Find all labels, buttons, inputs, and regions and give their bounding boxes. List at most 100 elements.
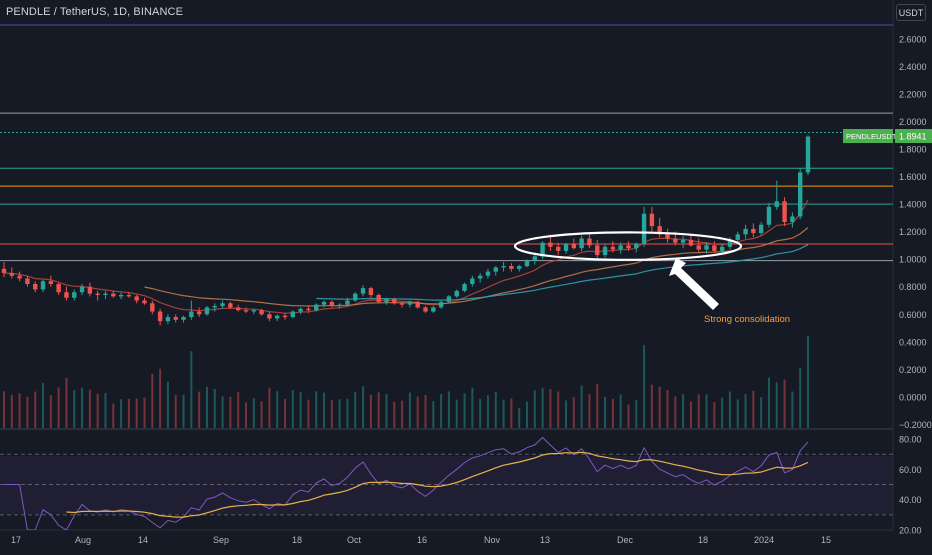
candle[interactable] [423, 306, 428, 313]
candle[interactable] [415, 300, 420, 309]
candle[interactable] [501, 261, 506, 272]
candle[interactable] [493, 266, 498, 276]
candle[interactable] [774, 180, 779, 210]
candle[interactable] [111, 290, 116, 298]
candle[interactable] [259, 308, 264, 316]
candle[interactable] [48, 275, 54, 287]
candle[interactable] [540, 241, 545, 260]
candle[interactable] [56, 282, 61, 296]
candle[interactable] [25, 275, 30, 287]
candle[interactable] [704, 242, 709, 254]
candle[interactable] [454, 289, 459, 298]
candle[interactable] [173, 314, 178, 323]
candle[interactable] [282, 312, 288, 320]
candle[interactable] [782, 197, 787, 227]
candle[interactable] [243, 307, 249, 313]
candle[interactable] [17, 271, 22, 282]
candle[interactable] [602, 244, 608, 258]
candle[interactable] [79, 283, 85, 296]
candle[interactable] [766, 202, 772, 228]
candle[interactable] [485, 268, 491, 279]
candle[interactable] [509, 263, 514, 272]
candle[interactable] [33, 281, 38, 293]
candle[interactable] [743, 224, 748, 239]
candle[interactable] [657, 217, 662, 238]
candle[interactable] [212, 303, 217, 312]
candle[interactable] [72, 289, 77, 301]
candle[interactable] [376, 293, 381, 304]
candle[interactable] [157, 308, 163, 326]
currency-button[interactable]: USDT [896, 4, 926, 21]
candle[interactable] [118, 292, 124, 300]
candle[interactable] [103, 290, 108, 300]
candle[interactable] [712, 241, 717, 253]
symbol-title[interactable]: PENDLE / TetherUS, 1D, BINANCE [6, 6, 184, 18]
candle[interactable] [571, 238, 577, 250]
candle[interactable] [680, 235, 686, 249]
candle[interactable] [64, 286, 69, 301]
candle[interactable] [595, 239, 600, 258]
candle[interactable] [345, 297, 350, 307]
candle[interactable] [368, 286, 374, 298]
candle[interactable] [477, 272, 483, 283]
candle[interactable] [790, 212, 795, 228]
candle[interactable] [337, 303, 342, 309]
candle[interactable] [235, 304, 241, 312]
candle[interactable] [142, 297, 147, 305]
candle[interactable] [314, 303, 319, 312]
candle[interactable] [579, 235, 584, 251]
candle[interactable] [189, 300, 194, 320]
candle[interactable] [665, 228, 670, 243]
candle[interactable] [438, 300, 444, 309]
candle[interactable] [353, 292, 358, 302]
candle[interactable] [87, 282, 93, 297]
candle[interactable] [641, 206, 647, 247]
candle[interactable] [204, 306, 210, 316]
candle[interactable] [220, 300, 225, 309]
candle[interactable] [392, 297, 397, 305]
candle[interactable] [165, 314, 171, 324]
candle[interactable] [805, 135, 811, 176]
candle[interactable] [758, 221, 764, 236]
candle[interactable] [196, 307, 202, 318]
candle[interactable] [462, 282, 467, 293]
candle[interactable] [150, 300, 155, 315]
candle[interactable] [306, 306, 311, 313]
candle[interactable] [470, 275, 475, 287]
candle[interactable] [251, 308, 256, 315]
candle[interactable] [649, 206, 655, 232]
candle[interactable] [181, 315, 186, 323]
candle[interactable] [563, 242, 569, 254]
annotation-arrow[interactable] [669, 258, 719, 310]
consolidation-ellipse[interactable] [513, 231, 743, 261]
candle[interactable] [95, 290, 100, 301]
candle[interactable] [446, 295, 452, 304]
candle[interactable] [556, 242, 561, 256]
candle[interactable] [751, 223, 756, 238]
candle[interactable] [134, 295, 139, 304]
candle[interactable] [360, 285, 366, 297]
candle[interactable] [587, 233, 592, 249]
candle[interactable] [1, 261, 7, 278]
candle[interactable] [267, 311, 272, 322]
candle[interactable] [797, 168, 803, 220]
candle[interactable] [298, 307, 303, 315]
candle[interactable] [399, 301, 405, 308]
candle[interactable] [329, 300, 335, 308]
candle[interactable] [40, 279, 46, 293]
candle[interactable] [384, 297, 389, 305]
candle[interactable] [524, 259, 530, 268]
candle[interactable] [516, 264, 522, 272]
candle[interactable] [126, 292, 132, 298]
candle[interactable] [696, 238, 701, 253]
candle[interactable] [407, 300, 413, 308]
candle[interactable] [618, 242, 623, 254]
candle[interactable] [688, 234, 694, 247]
candle[interactable] [431, 306, 436, 313]
candle[interactable] [275, 314, 280, 322]
candle[interactable] [610, 241, 616, 253]
candle[interactable] [9, 267, 15, 279]
candle[interactable] [228, 301, 233, 309]
candle[interactable] [321, 300, 327, 308]
